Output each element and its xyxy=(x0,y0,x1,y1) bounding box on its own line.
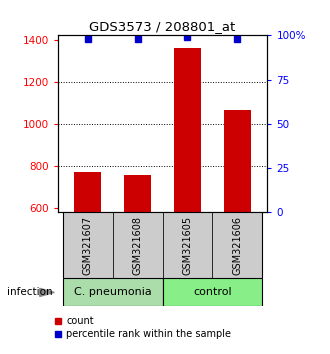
Bar xyxy=(124,175,151,212)
Legend: count, percentile rank within the sample: count, percentile rank within the sample xyxy=(54,316,231,339)
Text: GSM321608: GSM321608 xyxy=(133,216,143,275)
Bar xyxy=(213,212,262,278)
Bar xyxy=(63,212,113,278)
Text: infection: infection xyxy=(7,287,52,297)
Text: GSM321606: GSM321606 xyxy=(232,216,242,275)
Bar xyxy=(224,110,251,212)
Text: GSM321607: GSM321607 xyxy=(83,216,93,275)
Bar xyxy=(63,278,162,306)
Title: GDS3573 / 208801_at: GDS3573 / 208801_at xyxy=(89,20,236,33)
Bar xyxy=(174,48,201,212)
Text: C. pneumonia: C. pneumonia xyxy=(74,287,151,297)
Bar xyxy=(113,212,162,278)
Bar xyxy=(162,278,262,306)
Text: GSM321605: GSM321605 xyxy=(182,216,192,275)
Bar xyxy=(162,212,213,278)
Polygon shape xyxy=(40,289,54,296)
Bar xyxy=(74,172,101,212)
Text: control: control xyxy=(193,287,232,297)
